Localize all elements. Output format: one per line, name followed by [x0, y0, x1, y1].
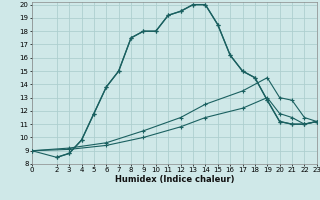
X-axis label: Humidex (Indice chaleur): Humidex (Indice chaleur)	[115, 175, 234, 184]
